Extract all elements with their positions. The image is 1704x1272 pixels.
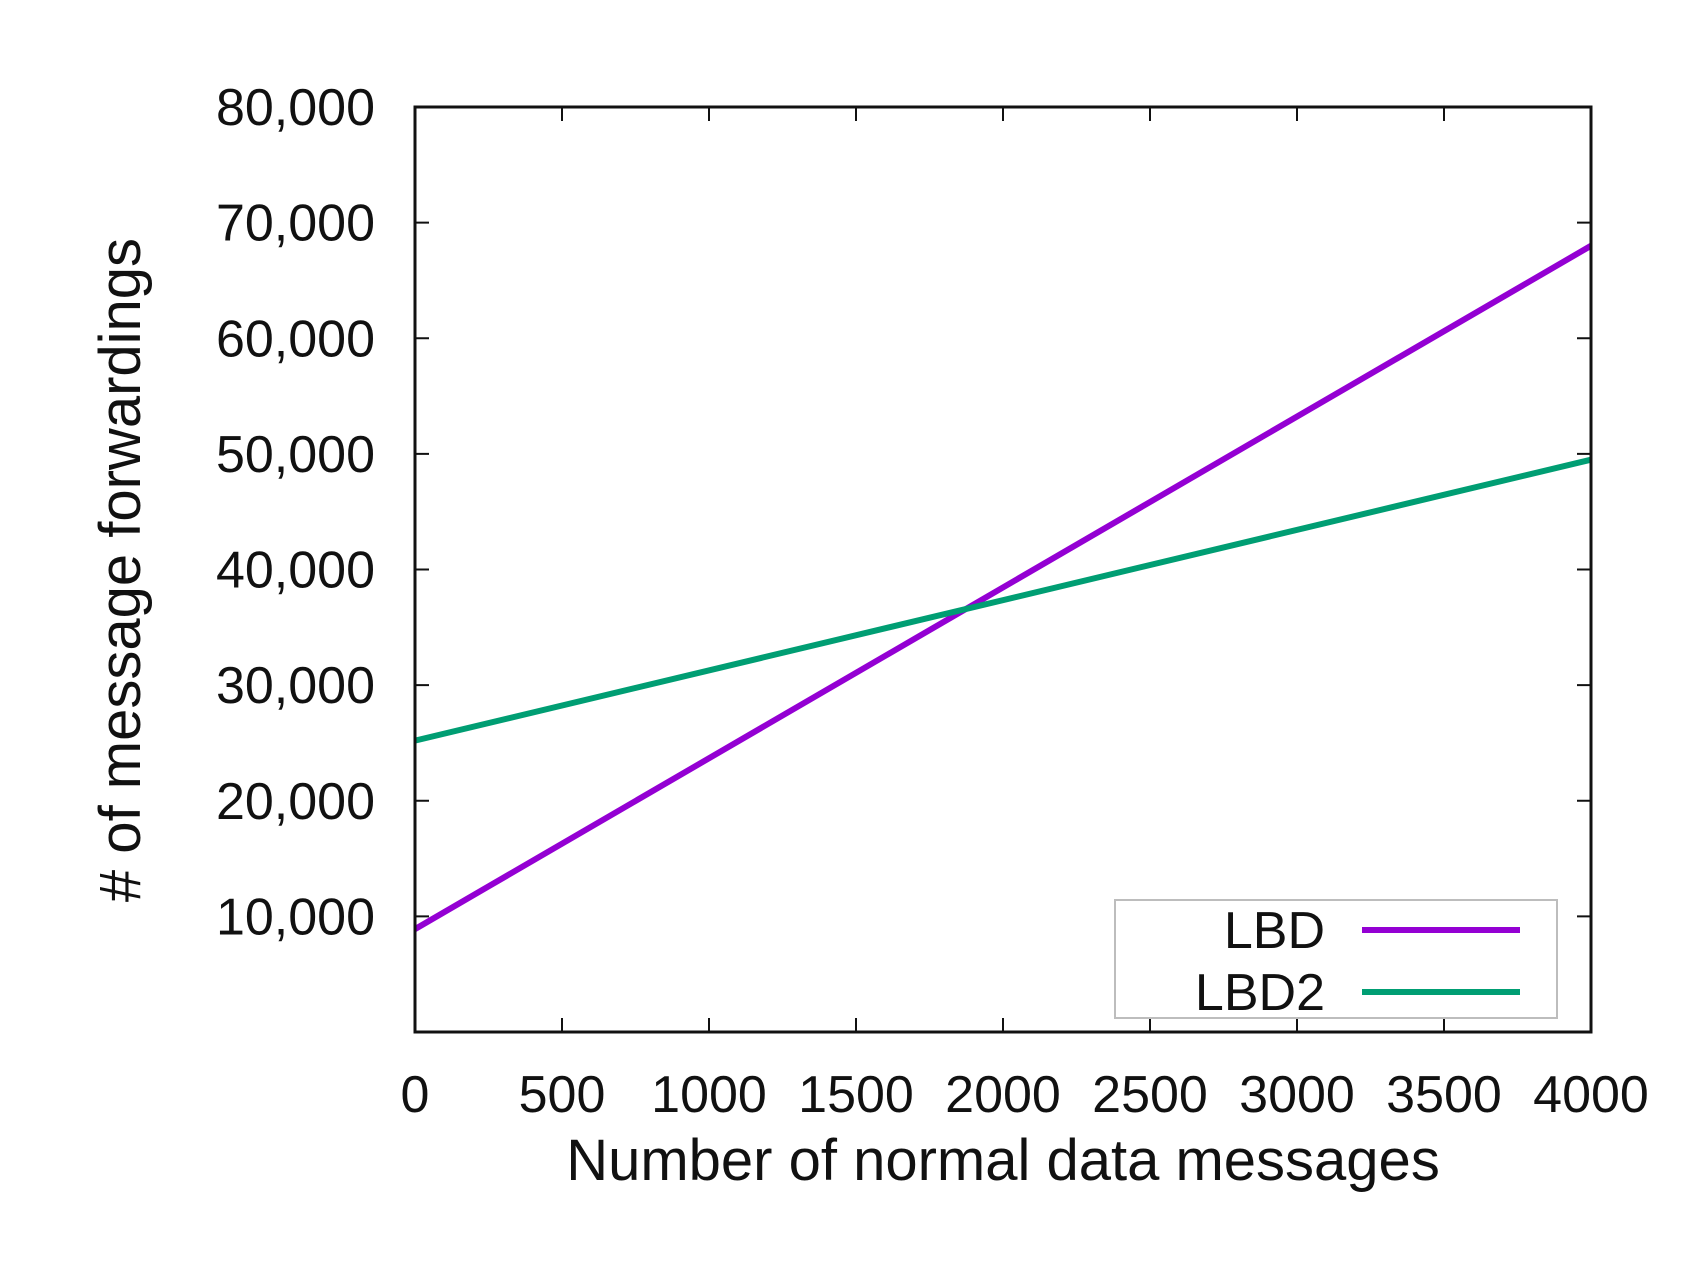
series-line-lbd2 bbox=[414, 456, 1592, 744]
y-tick-labels: 10,000 20,000 30,000 40,000 50,000 60,000 70,0… bbox=[216, 79, 375, 946]
x-axis-title: Number of normal data messages bbox=[566, 1128, 1440, 1193]
y-tick-label: 30,000 bbox=[216, 657, 375, 715]
legend-label-lbd2: LBD2 bbox=[1195, 964, 1325, 1022]
x-tick-labels: 0 500 1000 1500 2000 2500 3000 3500 4000 bbox=[401, 1066, 1649, 1124]
legend-box bbox=[1114, 899, 1558, 1019]
legend-label-lbd: LBD bbox=[1224, 902, 1325, 960]
x-tick-label: 1000 bbox=[651, 1066, 767, 1124]
y-tick-label: 20,000 bbox=[216, 773, 375, 831]
x-tick-label: 1500 bbox=[798, 1066, 914, 1124]
series-line-lbd bbox=[413, 243, 1593, 932]
y-ticks bbox=[415, 106, 1591, 918]
series-lines bbox=[413, 243, 1593, 932]
x-tick-label: 3500 bbox=[1386, 1066, 1502, 1124]
y-axis-title: # of message forwardings bbox=[88, 238, 153, 902]
x-tick-label: 2500 bbox=[1092, 1066, 1208, 1124]
x-tick-label: 3000 bbox=[1239, 1066, 1355, 1124]
x-tick-label: 4000 bbox=[1533, 1066, 1649, 1124]
y-tick-label: 70,000 bbox=[216, 195, 375, 253]
x-tick-label: 0 bbox=[401, 1066, 430, 1124]
y-tick-label: 60,000 bbox=[216, 310, 375, 368]
plot-frame bbox=[413, 105, 1593, 1034]
y-tick-label: 10,000 bbox=[216, 888, 375, 946]
y-tick-label: 40,000 bbox=[216, 542, 375, 600]
y-tick-label: 80,000 bbox=[216, 79, 375, 137]
x-tick-label: 500 bbox=[519, 1066, 606, 1124]
y-tick-label: 50,000 bbox=[216, 426, 375, 484]
x-ticks bbox=[414, 107, 1592, 1032]
x-tick-label: 2000 bbox=[945, 1066, 1061, 1124]
